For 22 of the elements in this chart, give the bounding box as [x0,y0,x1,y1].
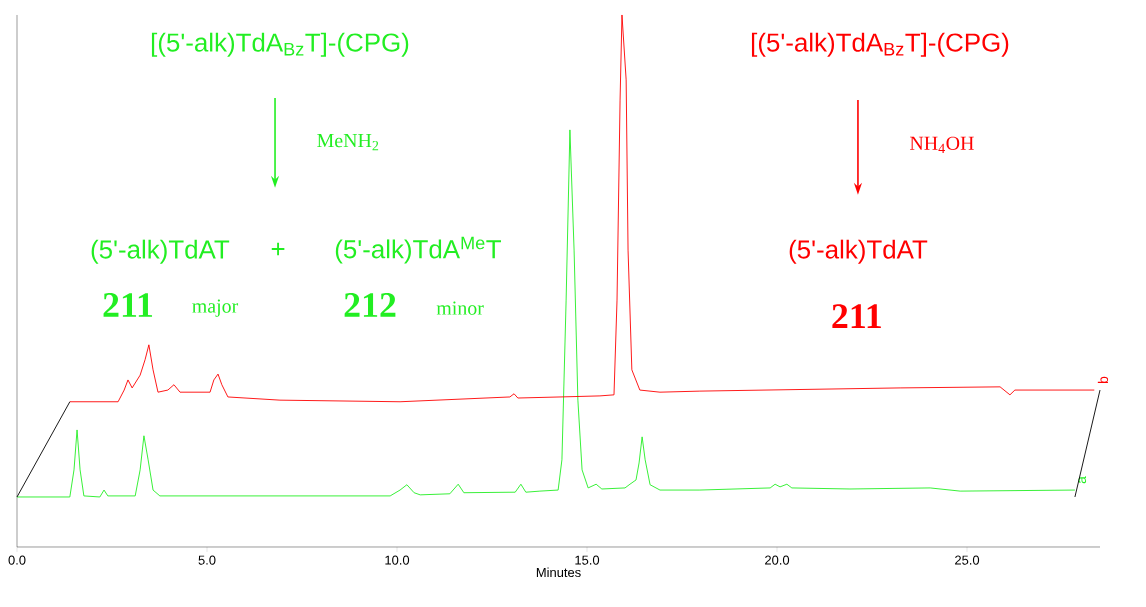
x-tick-label: 25.0 [955,555,980,565]
annotation: 212 [344,293,396,317]
annotation: 211 [832,304,881,328]
x-tick-label: 5.0 [198,555,216,565]
annotation: (5'-alk)TdA$^{Me}$T [335,236,501,264]
annotation: 211 [103,293,153,317]
annotation: minor [436,301,484,315]
annotation: NH$_{4}$OH [909,136,974,153]
x-tick-label: 0.0 [8,555,26,565]
x-axis-title: Minutes [536,567,581,578]
annotation: major [192,299,239,317]
annotation: [(5'-alk)TdA$_{Bz}$T]-(CPG) [151,32,409,57]
text: b [1097,376,1109,384]
text: a [1078,476,1087,484]
annotation: (5'-alk)TdAT [789,239,928,264]
annotation: [(5'-alk)TdA$_{Bz}$T]-(CPG) [751,32,1009,57]
x-tick-label: 20.0 [765,555,790,565]
x-tick-label: 10.0 [385,555,410,565]
annotation: + [271,242,285,256]
annotation: MeNH$_{2}$ [317,134,379,151]
x-tick-label: 15.0 [575,555,600,565]
annotation: (5'-alk)TdAT [91,239,230,264]
